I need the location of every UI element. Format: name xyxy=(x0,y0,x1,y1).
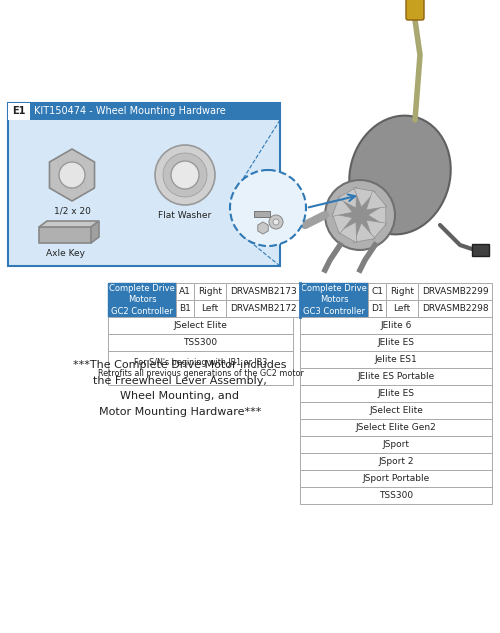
Polygon shape xyxy=(366,220,387,240)
Bar xyxy=(300,368,492,385)
Bar xyxy=(300,351,492,368)
Text: For S/N's begining with JB1 or JB3
Retrofits all previous generations of the GC2: For S/N's begining with JB1 or JB3 Retro… xyxy=(98,358,304,379)
Polygon shape xyxy=(50,149,94,201)
Bar xyxy=(8,103,30,120)
Bar xyxy=(300,470,492,487)
Polygon shape xyxy=(332,213,352,234)
Polygon shape xyxy=(338,187,356,208)
Text: KIT150474 - Wheel Mounting Hardware: KIT150474 - Wheel Mounting Hardware xyxy=(34,106,226,116)
Text: B1: B1 xyxy=(179,304,191,313)
Text: ***The Complete Drive Motor includes
the Freewheel Lever Assembly,
Wheel Mountin: ***The Complete Drive Motor includes the… xyxy=(73,360,287,417)
Bar xyxy=(386,300,418,317)
Polygon shape xyxy=(354,188,375,207)
Polygon shape xyxy=(368,204,386,226)
Bar xyxy=(226,283,301,300)
Text: C1: C1 xyxy=(371,287,383,296)
Polygon shape xyxy=(39,221,99,227)
Text: JSport Portable: JSport Portable xyxy=(362,474,430,483)
Bar xyxy=(300,436,492,453)
Circle shape xyxy=(59,162,85,188)
Text: JElite 6: JElite 6 xyxy=(380,321,412,330)
Circle shape xyxy=(325,180,395,250)
Ellipse shape xyxy=(350,116,450,234)
Text: TSS300: TSS300 xyxy=(184,338,218,347)
Bar xyxy=(418,283,492,300)
Circle shape xyxy=(171,161,199,189)
Polygon shape xyxy=(91,221,99,243)
Polygon shape xyxy=(366,190,387,210)
Text: JSport 2: JSport 2 xyxy=(378,457,414,466)
Bar xyxy=(108,317,293,334)
Bar xyxy=(386,283,418,300)
Bar xyxy=(368,300,386,317)
Text: Flat Washer: Flat Washer xyxy=(158,211,212,220)
Bar xyxy=(194,300,226,317)
Bar xyxy=(226,300,301,317)
FancyBboxPatch shape xyxy=(406,0,424,20)
Text: Left: Left xyxy=(202,304,218,313)
FancyBboxPatch shape xyxy=(472,244,489,256)
Bar xyxy=(108,283,176,317)
Text: JElite ES: JElite ES xyxy=(378,389,414,398)
Text: A1: A1 xyxy=(179,287,191,296)
Text: Axle Key: Axle Key xyxy=(46,249,84,258)
Text: Jelite ES1: Jelite ES1 xyxy=(374,355,418,364)
Text: Left: Left xyxy=(394,304,410,313)
Circle shape xyxy=(230,170,306,246)
Text: JElite ES Portable: JElite ES Portable xyxy=(358,372,434,381)
Text: JSelect Elite: JSelect Elite xyxy=(174,321,228,330)
Bar xyxy=(368,283,386,300)
Text: JSelect Elite Gen2: JSelect Elite Gen2 xyxy=(356,423,436,432)
Bar xyxy=(176,300,194,317)
Polygon shape xyxy=(39,227,91,243)
Circle shape xyxy=(163,153,207,197)
Polygon shape xyxy=(254,211,270,217)
Text: JElite ES: JElite ES xyxy=(378,338,414,347)
Polygon shape xyxy=(332,196,352,216)
Bar xyxy=(8,103,280,120)
Bar xyxy=(176,283,194,300)
Polygon shape xyxy=(258,222,268,234)
Text: 1/2 x 20: 1/2 x 20 xyxy=(54,207,90,216)
Text: Right: Right xyxy=(198,287,222,296)
Bar xyxy=(8,103,280,266)
Bar xyxy=(108,334,293,351)
Text: Complete Drive
Motors
GC3 Controller: Complete Drive Motors GC3 Controller xyxy=(301,284,367,316)
Polygon shape xyxy=(354,223,375,242)
Text: E1: E1 xyxy=(12,106,26,116)
Bar xyxy=(300,385,492,402)
Bar xyxy=(300,317,492,334)
Text: JSport: JSport xyxy=(382,440,409,449)
Circle shape xyxy=(273,219,279,225)
Bar xyxy=(300,487,492,504)
Bar xyxy=(300,453,492,470)
Text: DRVASMB2172: DRVASMB2172 xyxy=(230,304,297,313)
Text: TSS300: TSS300 xyxy=(379,491,413,500)
Text: DRVASMB2173: DRVASMB2173 xyxy=(230,287,297,296)
Text: D1: D1 xyxy=(370,304,384,313)
Bar xyxy=(300,402,492,419)
Bar xyxy=(300,334,492,351)
Bar xyxy=(300,419,492,436)
Text: DRVASMB2299: DRVASMB2299 xyxy=(422,287,488,296)
Bar xyxy=(418,300,492,317)
Bar xyxy=(300,283,368,317)
Text: DRVASMB2298: DRVASMB2298 xyxy=(422,304,488,313)
Text: Right: Right xyxy=(390,287,414,296)
Circle shape xyxy=(269,215,283,229)
Bar xyxy=(108,351,293,385)
Circle shape xyxy=(155,145,215,205)
Text: JSelect Elite: JSelect Elite xyxy=(369,406,423,415)
Polygon shape xyxy=(338,222,356,243)
Circle shape xyxy=(340,195,380,235)
Text: Complete Drive
Motors
GC2 Controller: Complete Drive Motors GC2 Controller xyxy=(109,284,175,316)
Bar xyxy=(194,283,226,300)
